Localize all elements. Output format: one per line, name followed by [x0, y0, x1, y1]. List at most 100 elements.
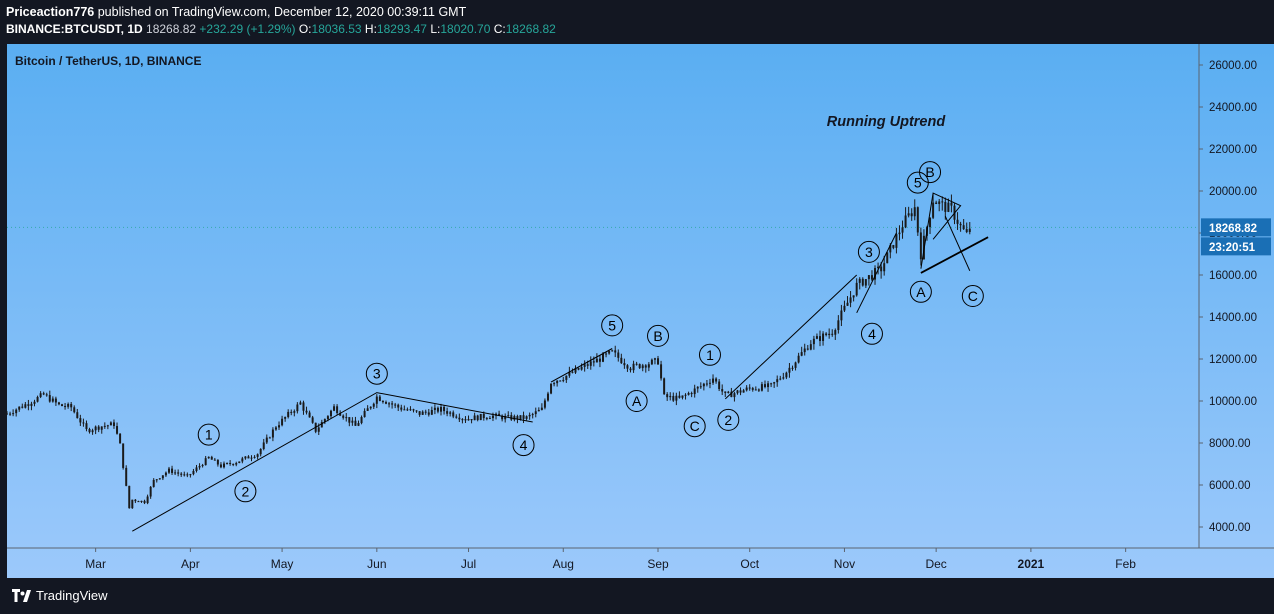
candle-body: [553, 383, 556, 385]
candle-body: [950, 202, 953, 206]
candle-body: [103, 425, 106, 427]
candle-body: [623, 363, 626, 366]
candle-body: [828, 333, 831, 336]
candle-body: [161, 475, 164, 479]
candle-body: [488, 418, 491, 420]
candle-body: [592, 361, 595, 363]
y-tick-label: 6000.00: [1209, 480, 1251, 492]
y-tick-label: 16000.00: [1209, 270, 1257, 282]
candle-body: [372, 403, 375, 407]
candle-body: [947, 202, 950, 212]
wave-label-circle: [625, 390, 648, 412]
candle-body: [794, 362, 797, 368]
candle-body: [73, 407, 76, 413]
trend-lines[interactable]: [132, 192, 989, 532]
candle-body: [244, 456, 247, 459]
candle-body: [559, 380, 562, 382]
candle-body: [223, 463, 226, 468]
candle-body: [333, 406, 336, 411]
candle-body: [727, 391, 730, 393]
candle-countdown: 23:20:51: [1209, 242, 1256, 254]
candle-body: [870, 275, 873, 280]
candle-body: [308, 412, 311, 418]
candle-body: [733, 393, 736, 398]
candle-body: [690, 393, 693, 395]
wave-label-circle: [857, 240, 880, 263]
footer-bar: TradingView: [0, 578, 1274, 614]
candle-body: [274, 427, 277, 430]
candle-body: [861, 278, 864, 286]
y-tick-label: 24000.00: [1209, 102, 1257, 114]
candle-body: [770, 383, 773, 385]
candle-body: [696, 386, 699, 389]
candle-body: [366, 408, 369, 411]
author-name[interactable]: Priceaction776: [6, 5, 95, 19]
candle-body: [867, 275, 870, 280]
candle-body: [146, 496, 149, 504]
candle-body: [174, 472, 177, 474]
candle-body: [791, 367, 794, 369]
candle-body: [290, 411, 293, 413]
candle-body: [461, 419, 464, 421]
time-axis[interactable]: Mar Apr May Jun Jul Aug Sep Oct Nov Dec 2021 Feb: [85, 548, 1136, 571]
candle-body: [959, 223, 962, 226]
candle-body: [64, 406, 67, 408]
candle-body: [586, 364, 589, 366]
candle-body: [757, 389, 760, 391]
candle-body: [874, 268, 877, 280]
candle-body: [219, 464, 222, 468]
tradingview-logo[interactable]: TradingView: [12, 588, 108, 603]
candle-body: [540, 407, 543, 410]
candle-body: [641, 365, 644, 369]
candle-body: [305, 410, 308, 413]
candle-body: [565, 375, 568, 380]
candle-body: [369, 406, 372, 409]
candle-body: [271, 429, 274, 438]
candle-body: [687, 393, 690, 395]
candle-body: [467, 419, 470, 421]
candle-body: [892, 245, 895, 248]
candle-body: [632, 363, 635, 371]
candle-body: [57, 402, 60, 405]
price-tags: 18268.82 23:20:51: [1201, 218, 1271, 256]
candle-body: [812, 338, 815, 345]
candle-body: [571, 371, 574, 373]
candle-body: [525, 416, 528, 419]
wave-label-circle: [365, 362, 388, 385]
candle-body: [326, 416, 329, 420]
candle-body: [767, 383, 770, 388]
chart-title: Bitcoin / TetherUS, 1D, BINANCE: [15, 54, 201, 68]
open-value: 18036.53: [311, 22, 362, 36]
candle-body: [956, 219, 959, 224]
candle-body: [568, 371, 571, 376]
candle-body: [938, 201, 941, 205]
candle-body: [574, 368, 577, 373]
candle-body: [342, 415, 345, 418]
candle-body: [48, 395, 51, 402]
candle-body: [152, 479, 155, 487]
candle-body: [614, 350, 617, 353]
candle-body: [763, 384, 766, 388]
candle-body: [904, 215, 907, 228]
candle-body: [629, 368, 632, 371]
candle-body: [195, 467, 198, 471]
candle-body: [452, 412, 455, 417]
candle-body: [186, 474, 189, 476]
candle-body: [345, 417, 348, 419]
x-tick-label: 2021: [1018, 557, 1045, 571]
candle-body: [177, 472, 180, 474]
wave-label: 5: [608, 317, 616, 333]
candle-body: [360, 417, 363, 424]
candle-body: [329, 410, 332, 417]
candle-body: [323, 419, 326, 423]
candle-body: [76, 412, 79, 419]
candle-body: [97, 426, 100, 430]
candle-body: [840, 310, 843, 321]
candle-body: [962, 225, 965, 230]
candle-body: [531, 414, 534, 416]
trend-line: [856, 232, 897, 314]
x-tick-label: Apr: [181, 557, 200, 571]
candle-body: [216, 459, 219, 465]
wave-label-circle: [197, 423, 220, 446]
